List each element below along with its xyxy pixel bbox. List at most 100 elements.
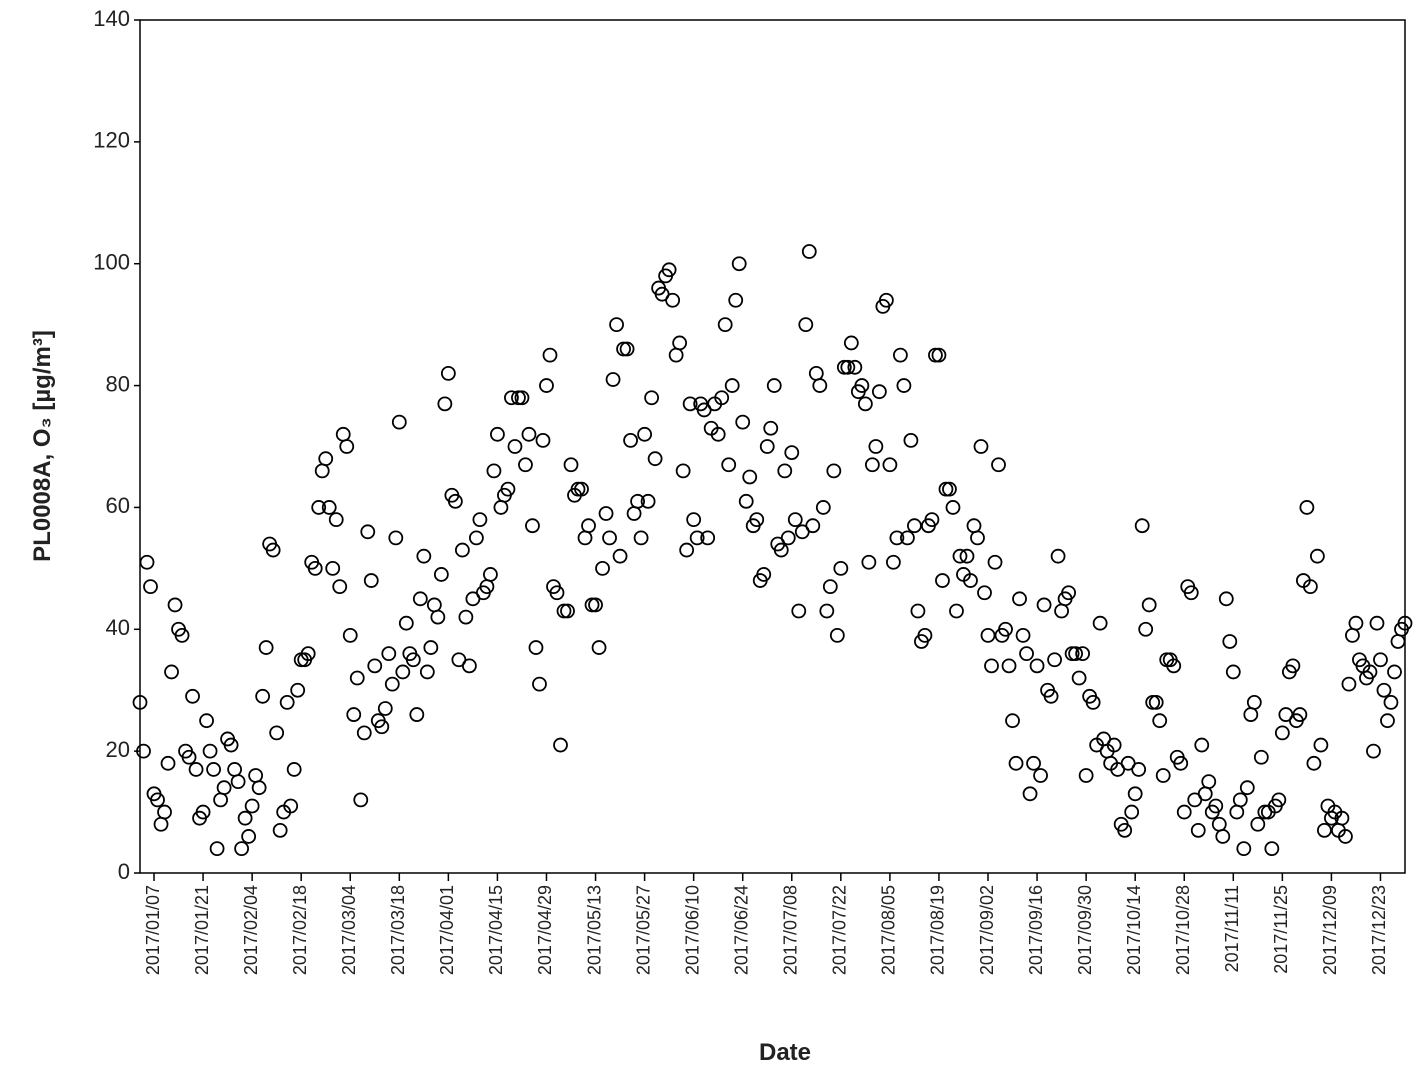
data-point: [504, 390, 519, 406]
x-tick-label: 2017/11/25: [1271, 885, 1291, 974]
data-point: [819, 603, 835, 619]
x-tick-label: 2017/03/18: [388, 885, 408, 975]
data-point: [1075, 646, 1091, 662]
data-point: [661, 262, 677, 278]
data-point: [1036, 597, 1052, 613]
data-point: [963, 573, 978, 588]
data-point: [1026, 755, 1041, 771]
y-tick-label: 40: [106, 615, 130, 640]
plot-frame: [139, 19, 1406, 874]
data-point: [1373, 652, 1388, 668]
data-point: [206, 762, 221, 777]
data-point: [321, 500, 337, 515]
data-point: [553, 737, 568, 753]
data-point: [668, 347, 684, 363]
data-point: [1380, 713, 1395, 729]
data-point: [1194, 737, 1210, 753]
data-point: [1246, 695, 1262, 710]
data-point: [731, 256, 747, 272]
data-point: [514, 390, 530, 406]
data-point: [244, 798, 260, 814]
data-point: [500, 481, 516, 497]
data-point: [1148, 695, 1164, 710]
data-point: [640, 493, 656, 509]
data-point: [381, 646, 397, 662]
data-point: [433, 567, 449, 582]
data-point: [1068, 646, 1084, 662]
data-point: [626, 506, 642, 521]
data-point: [374, 719, 390, 735]
data-point: [391, 414, 407, 430]
x-tick-label: 2017/09/02: [977, 885, 997, 975]
data-point: [1166, 658, 1182, 674]
data-point: [801, 244, 817, 259]
data-point: [518, 457, 533, 473]
data-point: [539, 378, 554, 393]
data-point: [724, 378, 740, 393]
data-point: [490, 426, 505, 442]
data-point: [437, 396, 453, 412]
data-point: [227, 762, 243, 777]
data-point: [283, 798, 299, 814]
data-point: [528, 640, 544, 655]
data-point: [1043, 688, 1059, 704]
data-point: [525, 518, 540, 534]
data-point: [1387, 664, 1402, 680]
data-point: [1317, 822, 1332, 838]
data-point: [1253, 749, 1269, 765]
data-point: [970, 530, 985, 546]
data-point: [1383, 695, 1399, 710]
data-point: [332, 579, 348, 595]
data-point: [314, 463, 330, 479]
data-point: [153, 816, 169, 832]
data-point: [174, 627, 190, 643]
data-point: [588, 597, 603, 613]
data-point: [454, 542, 470, 558]
data-point: [808, 365, 824, 381]
data-point: [388, 530, 404, 546]
data-point: [822, 579, 838, 595]
data-point: [1134, 518, 1150, 534]
data-point: [318, 451, 334, 467]
data-point: [633, 530, 649, 546]
data-point: [577, 530, 593, 546]
data-point: [735, 414, 751, 430]
x-tick-label: 2017/12/09: [1320, 885, 1340, 975]
data-point: [164, 664, 179, 680]
data-point: [924, 512, 940, 528]
data-point: [132, 695, 148, 710]
data-point: [353, 792, 369, 808]
data-point: [1078, 768, 1094, 783]
x-tick-label: 2017/06/10: [682, 885, 702, 975]
x-tick-label: 2017/01/21: [192, 885, 212, 975]
data-point: [195, 804, 211, 820]
data-point: [1208, 798, 1224, 814]
data-point: [637, 426, 652, 442]
data-point: [984, 658, 999, 674]
y-axis-label: PL0008A, O₃ [µg/m³]: [29, 330, 56, 562]
data-point: [349, 670, 365, 686]
data-point: [935, 573, 950, 588]
data-point: [1362, 664, 1378, 680]
y-tick-label: 60: [106, 493, 130, 518]
data-point: [412, 591, 428, 607]
y-tick-label: 100: [93, 250, 130, 275]
data-point: [1274, 725, 1290, 741]
x-tick-label: 2017/09/16: [1026, 885, 1046, 975]
data-point: [798, 317, 814, 333]
data-point: [419, 664, 435, 680]
data-point: [185, 688, 200, 704]
data-point: [700, 530, 716, 546]
data-point: [143, 579, 158, 595]
data-point: [335, 426, 351, 442]
data-point: [483, 567, 498, 582]
data-point: [738, 493, 754, 509]
data-point: [290, 682, 306, 698]
data-point: [1152, 713, 1168, 729]
x-tick-label: 2017/01/07: [143, 885, 163, 975]
data-point: [223, 737, 239, 753]
data-point: [1285, 658, 1301, 674]
data-point: [756, 567, 772, 582]
y-tick-label: 80: [106, 371, 130, 396]
data-point: [665, 292, 681, 308]
